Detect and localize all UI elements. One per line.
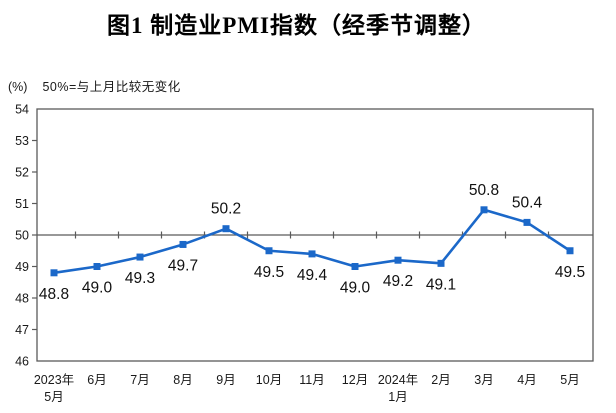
svg-text:46: 46 — [15, 355, 29, 369]
svg-text:8月: 8月 — [173, 373, 192, 387]
svg-text:51: 51 — [15, 197, 29, 211]
svg-text:48.8: 48.8 — [39, 286, 69, 303]
reference-line-note: 50%=与上月比较无变化 — [42, 80, 181, 94]
svg-text:5月: 5月 — [44, 390, 63, 404]
svg-text:10月: 10月 — [256, 373, 282, 387]
svg-text:50.8: 50.8 — [469, 182, 499, 199]
svg-text:2024年: 2024年 — [378, 373, 418, 387]
axis-note-row: (%) 50%=与上月比较无变化 — [8, 76, 181, 95]
svg-text:9月: 9月 — [216, 373, 235, 387]
svg-text:49.0: 49.0 — [340, 280, 371, 297]
svg-text:3月: 3月 — [474, 373, 493, 387]
svg-text:7月: 7月 — [130, 373, 149, 387]
svg-text:49.3: 49.3 — [125, 270, 155, 287]
svg-text:53: 53 — [15, 134, 29, 148]
svg-text:47: 47 — [15, 323, 29, 337]
svg-text:50.4: 50.4 — [512, 194, 543, 211]
svg-text:1月: 1月 — [388, 390, 407, 404]
svg-text:11月: 11月 — [299, 373, 324, 387]
svg-text:2月: 2月 — [431, 373, 450, 387]
svg-text:48: 48 — [15, 292, 29, 306]
svg-text:52: 52 — [15, 166, 29, 180]
figure-title: 图1 制造业PMI指数（经季节调整） — [107, 13, 486, 38]
svg-text:6月: 6月 — [87, 373, 106, 387]
svg-text:5月: 5月 — [560, 373, 579, 387]
svg-text:49.5: 49.5 — [555, 264, 585, 281]
y-axis-unit-label: (%) — [8, 80, 28, 94]
svg-text:54: 54 — [15, 103, 29, 117]
svg-text:2023年: 2023年 — [34, 373, 74, 387]
svg-text:49.7: 49.7 — [168, 257, 198, 274]
svg-text:49.0: 49.0 — [82, 280, 113, 297]
svg-text:50: 50 — [15, 229, 29, 243]
svg-text:50.2: 50.2 — [211, 201, 241, 218]
svg-text:49.1: 49.1 — [426, 276, 456, 293]
svg-text:49.5: 49.5 — [254, 264, 284, 281]
svg-text:49: 49 — [15, 260, 29, 274]
svg-text:49.2: 49.2 — [383, 273, 413, 290]
svg-text:12月: 12月 — [342, 373, 368, 387]
svg-text:49.4: 49.4 — [297, 267, 328, 284]
svg-text:4月: 4月 — [517, 373, 536, 387]
